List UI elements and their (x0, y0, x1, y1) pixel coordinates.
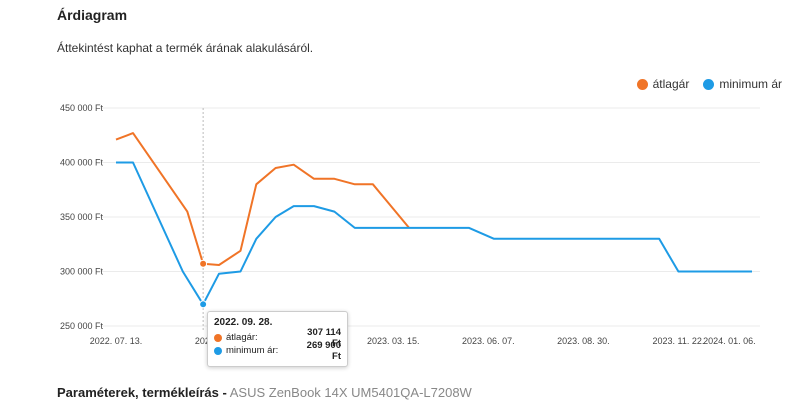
chart-section-subtitle: Áttekintést kaphat a termék árának alaku… (57, 41, 314, 55)
product-name-link[interactable]: ASUS ZenBook 14X UM5401QA-L7208W (229, 385, 472, 400)
legend-item-minimum[interactable]: minimum ár (703, 77, 782, 91)
tooltip-dot-minimum (214, 346, 222, 355)
legend-label-minimum: minimum ár (719, 77, 782, 91)
y-tick-label: 450 000 Ft (60, 103, 104, 113)
y-tick-label: 300 000 Ft (60, 267, 104, 277)
x-tick-label: 2023. 11. 22. (652, 336, 704, 346)
tooltip-dot-average (214, 333, 222, 342)
chart-tooltip: 2022. 09. 28. átlagár: 307 114 Ft minimu… (207, 311, 348, 367)
parameters-heading: Paraméterek, termékleírás - ASUS ZenBook… (57, 385, 472, 400)
legend-item-average[interactable]: átlagár (636, 77, 690, 91)
tooltip-value-minimum: 269 900 Ft (306, 339, 341, 362)
series-line-average (115, 132, 410, 266)
tooltip-value-average: 307 114 Ft (307, 326, 341, 349)
legend-dot-average (636, 78, 648, 90)
y-tick-label: 250 000 Ft (60, 321, 104, 331)
x-tick-label: 2022. 07. 13. (90, 336, 143, 346)
x-tick-label: 2023. 06. 07. (462, 336, 515, 346)
x-tick-label: 2024. 01. 06. (703, 336, 756, 346)
parameters-label: Paraméterek, termékleírás - (57, 385, 227, 400)
highlight-point-average (199, 259, 208, 268)
x-tick-label: 2023. 03. 15. (367, 336, 420, 346)
tooltip-date: 2022. 09. 28. (214, 317, 273, 328)
tooltip-label-minimum: minimum ár: (226, 345, 279, 356)
legend-dot-minimum (703, 78, 715, 90)
highlight-point-minimum (199, 300, 208, 309)
tooltip-row-minimum: minimum ár: 269 900 Ft (214, 340, 341, 362)
legend-label-average: átlagár (652, 77, 690, 91)
tooltip-row-average: átlagár: 307 114 Ft (214, 327, 341, 349)
chart-legend: átlagár minimum ár (636, 77, 782, 91)
tooltip-label-average: átlagár: (226, 332, 258, 343)
series-line-minimum (116, 161, 752, 306)
y-tick-label: 350 000 Ft (60, 212, 104, 222)
chart-section-title: Árdiagram (57, 7, 128, 23)
x-tick-label: 2023. 08. 30. (557, 336, 610, 346)
y-tick-label: 400 000 Ft (60, 158, 104, 168)
